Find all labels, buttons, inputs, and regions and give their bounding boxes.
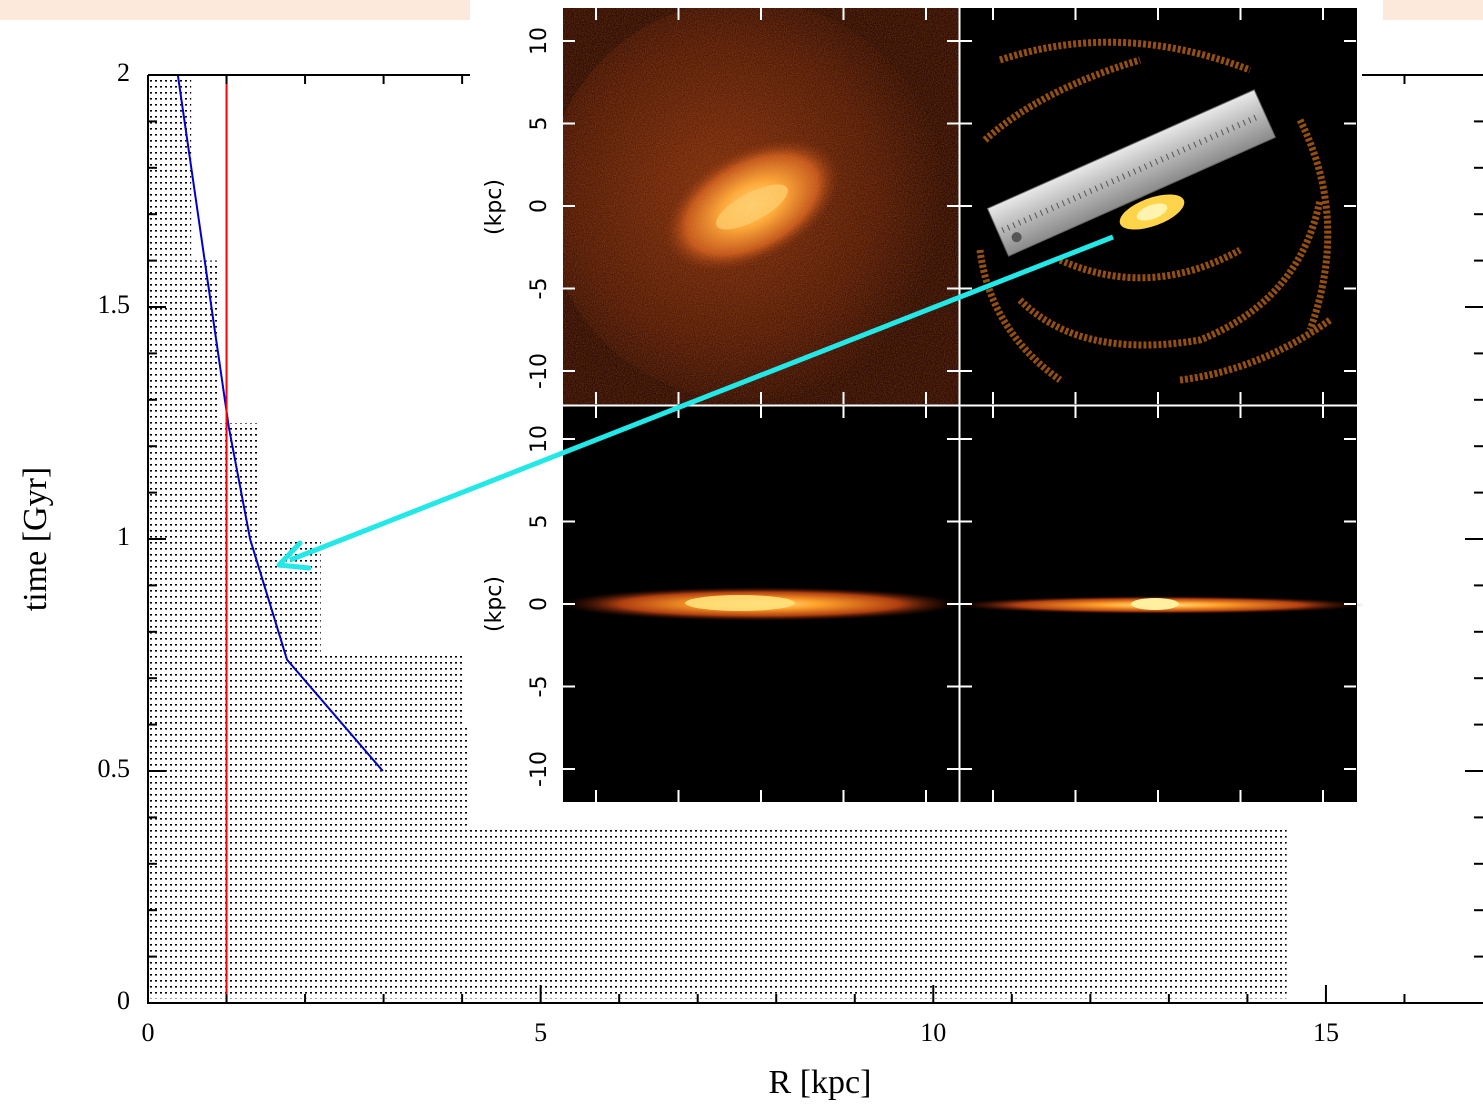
inset-y-tick-label: -10 (527, 751, 552, 787)
inset-y-tick-label: 0 (527, 597, 552, 611)
x-axis-title: R [kpc] (769, 1064, 872, 1101)
x-tick-label: 5 (534, 1018, 547, 1047)
inset-y-tick-label: -5 (527, 676, 552, 698)
inset-y-tick-label: -5 (527, 278, 552, 300)
y-tick-label: 1.5 (98, 290, 131, 319)
line (176, 74, 384, 772)
inset-y-tick-label: 0 (527, 199, 552, 213)
y-axis-title: time [Gyr] (17, 467, 54, 611)
header-bar (0, 0, 470, 20)
header-bar (1383, 0, 1483, 20)
y-tick-label: 0 (117, 986, 130, 1015)
inset-y-tick-label: -10 (527, 353, 552, 389)
inset-y-title: (kpc) (482, 576, 507, 632)
y-tick-label: 2 (117, 58, 130, 87)
inset-y-tick-label: 5 (527, 117, 552, 131)
scatter-band (150, 260, 219, 423)
x-tick-label: 10 (920, 1018, 946, 1047)
arrow (276, 234, 1114, 571)
scatter-band (150, 655, 463, 725)
inset-y-title: (kpc) (482, 179, 507, 235)
face-on-old (563, 8, 959, 405)
scatter-band (150, 724, 470, 818)
y-tick-label: 1 (117, 522, 130, 551)
inset-y-tick-label: 5 (527, 515, 552, 529)
inset-y-tick-label: 10 (527, 27, 552, 55)
x-tick-label: 15 (1313, 1018, 1339, 1047)
inset-y-tick-label: 10 (527, 425, 552, 453)
ruler (986, 89, 1277, 257)
scatter-band (150, 817, 1287, 999)
y-tick-label: 0.5 (98, 754, 131, 783)
x-tick-label: 0 (142, 1018, 155, 1047)
scatter-band (150, 423, 258, 539)
inset: -10 -5 0 5 10 -10 -5 0 5 10 (kpc) (kpc) (470, 0, 1365, 826)
face-on-young (960, 8, 1357, 405)
